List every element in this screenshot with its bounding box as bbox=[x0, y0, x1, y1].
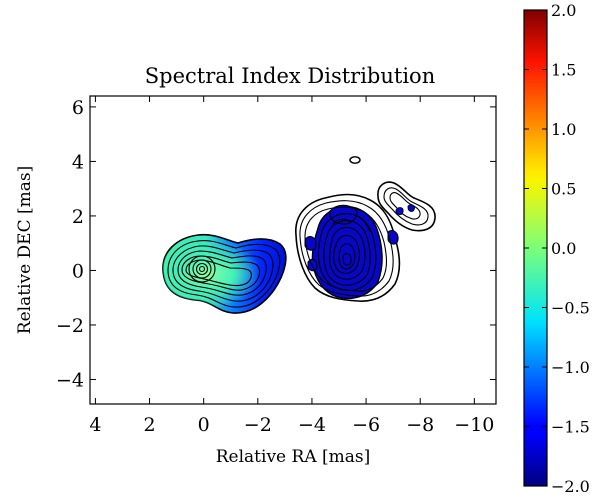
colorbar-tick-label: 0.5 bbox=[551, 180, 576, 199]
colorbar-tick-label: −0.5 bbox=[551, 299, 590, 318]
colorbar-ticks: 2.0 1.5 1.0 0.5 0.0 −0.5 −1.0 −1.5 −2.0 bbox=[524, 1, 590, 496]
x-tick-label: −10 bbox=[454, 414, 494, 436]
x-tick-label: −6 bbox=[352, 414, 380, 436]
outer-knot bbox=[349, 156, 436, 232]
y-axis-title: Relative DEC [mas] bbox=[15, 166, 35, 334]
y-tick-label: −2 bbox=[56, 315, 84, 337]
y-axis: −4 −2 0 2 4 6 bbox=[56, 97, 496, 391]
colorbar-tick-label: −1.5 bbox=[551, 418, 590, 437]
x-tick-label: −4 bbox=[298, 414, 326, 436]
x-tick-label: −8 bbox=[406, 414, 434, 436]
y-tick-label: −4 bbox=[56, 369, 84, 391]
colorbar-tick-label: 1.0 bbox=[551, 120, 576, 139]
x-axis: 4 2 0 −2 −4 −6 −8 −10 bbox=[89, 96, 494, 436]
y-tick-label: 2 bbox=[72, 206, 84, 228]
contour-map bbox=[162, 156, 436, 314]
jet-component bbox=[295, 193, 401, 302]
x-tick-label: 0 bbox=[198, 414, 210, 436]
colorbar-tick-label: 0.0 bbox=[551, 239, 576, 258]
core-component bbox=[162, 233, 287, 314]
y-tick-label: 4 bbox=[72, 151, 84, 173]
y-tick-label: 0 bbox=[72, 260, 84, 282]
colorbar: 2.0 1.5 1.0 0.5 0.0 −0.5 −1.0 −1.5 −2.0 bbox=[523, 1, 590, 496]
chart-title: Spectral Index Distribution bbox=[145, 64, 435, 88]
colorbar-tick-label: 2.0 bbox=[551, 1, 576, 20]
x-tick-label: 4 bbox=[89, 414, 101, 436]
plot-frame bbox=[89, 95, 497, 405]
y-tick-label: 6 bbox=[72, 97, 84, 119]
colorbar-tick-label: −1.0 bbox=[551, 358, 590, 377]
colorbar-tick-label: −2.0 bbox=[551, 477, 590, 496]
x-axis-title: Relative RA [mas] bbox=[216, 447, 371, 467]
colorbar-tick-label: 1.5 bbox=[551, 61, 576, 80]
x-tick-label: 2 bbox=[143, 414, 155, 436]
plot-area bbox=[89, 95, 497, 405]
x-tick-label: −2 bbox=[244, 414, 272, 436]
